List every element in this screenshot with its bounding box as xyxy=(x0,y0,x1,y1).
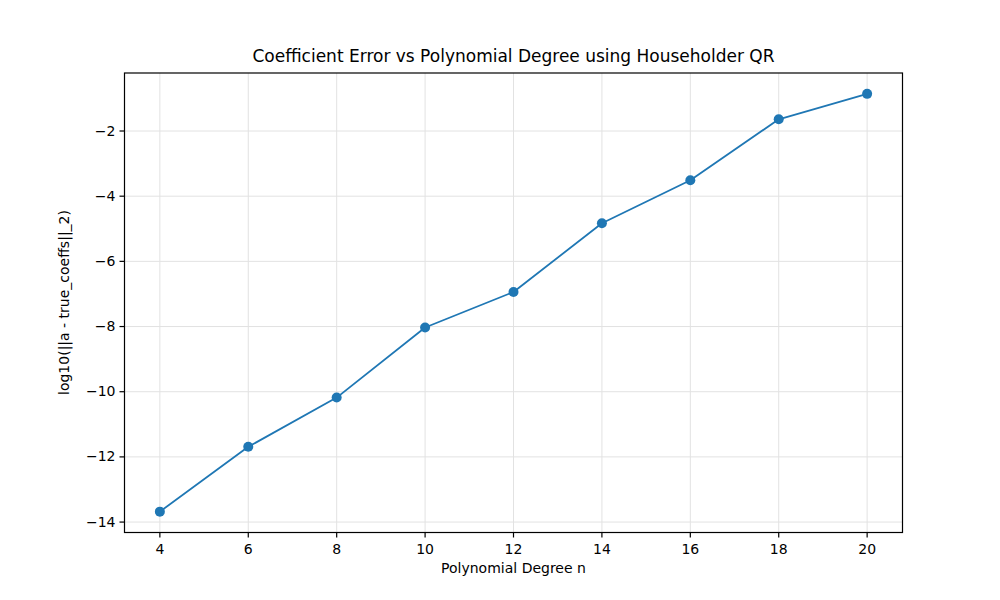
x-tick-label: 6 xyxy=(244,541,253,557)
chart-canvas: 4 6 8 10 12 14 16 18 20 −14 −12 −10 −8 −6 −4 −2 Coeffic… xyxy=(0,0,1000,600)
figure: 4 6 8 10 12 14 16 18 20 −14 −12 −10 −8 −6 −4 −2 Coeffic… xyxy=(0,0,1000,600)
data-point-x20 xyxy=(862,89,872,99)
x-tick-label: 16 xyxy=(681,541,699,557)
y-tick-label: −10 xyxy=(86,383,116,399)
data-point-x10 xyxy=(420,323,430,333)
y-axis-label: log10(||a - true_coeffs||_2) xyxy=(56,210,73,395)
data-point-x12 xyxy=(509,287,519,297)
x-tick-label: 18 xyxy=(770,541,788,557)
data-point-x4 xyxy=(155,507,165,517)
tick-layer: 4 6 8 10 12 14 16 18 20 −14 −12 −10 −8 −6 −4 −2 xyxy=(86,123,876,557)
x-tick-label: 10 xyxy=(416,541,434,557)
y-tick-label: −4 xyxy=(95,188,116,204)
data-point-x8 xyxy=(332,393,342,403)
y-tick-label: −8 xyxy=(95,318,116,334)
x-tick-label: 8 xyxy=(332,541,341,557)
chart-title: Coefficient Error vs Polynomial Degree u… xyxy=(252,46,774,66)
y-tick-label: −2 xyxy=(95,123,116,139)
data-point-x6 xyxy=(243,442,253,452)
y-tick-label: −6 xyxy=(95,253,116,269)
x-axis-label: Polynomial Degree n xyxy=(441,560,586,576)
grid-layer xyxy=(125,73,903,533)
x-tick-label: 20 xyxy=(858,541,876,557)
x-tick-label: 12 xyxy=(505,541,523,557)
data-point-x14 xyxy=(597,218,607,228)
x-tick-label: 14 xyxy=(593,541,611,557)
y-tick-label: −14 xyxy=(86,514,116,530)
data-point-x16 xyxy=(685,175,695,185)
x-tick-label: 4 xyxy=(155,541,164,557)
data-point-x18 xyxy=(774,114,784,124)
y-tick-label: −12 xyxy=(86,448,116,464)
